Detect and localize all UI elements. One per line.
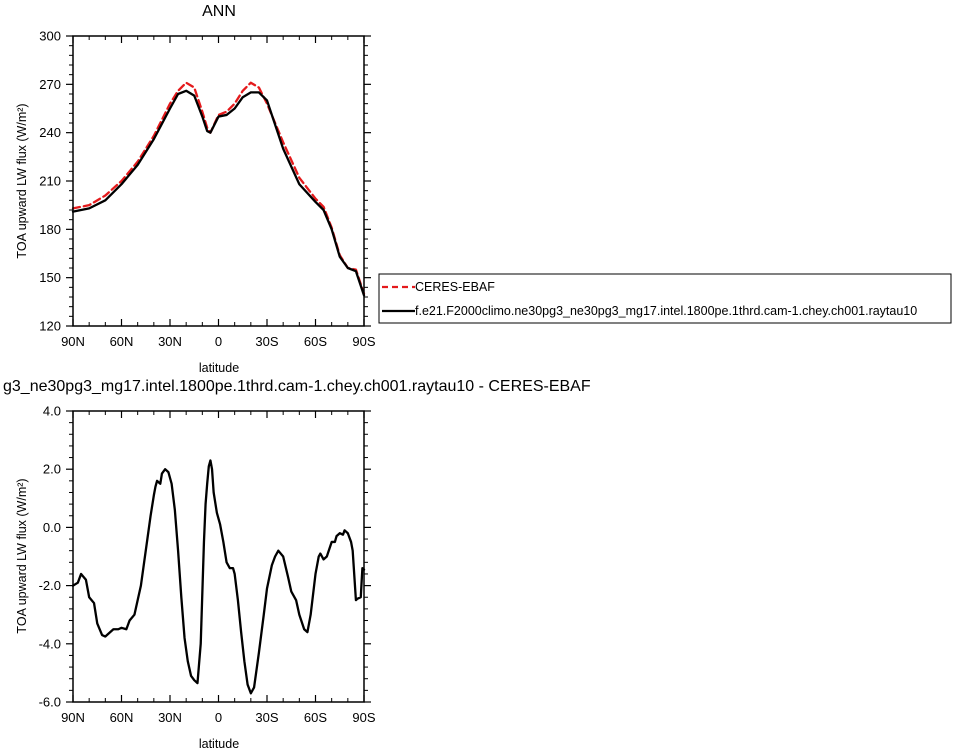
top-panel-y-tick-label: 300 bbox=[39, 29, 61, 44]
top-panel-series-line-1 bbox=[71, 89, 366, 297]
bottom-panel-y-tick-label: -6.0 bbox=[39, 695, 61, 710]
top-panel-x-tick-label: 90N bbox=[61, 334, 85, 349]
top-panel-y-tick-label: 180 bbox=[39, 222, 61, 237]
bottom-panel-x-tick-label: 90S bbox=[352, 710, 375, 725]
legend-label-ceres: CERES-EBAF bbox=[415, 280, 495, 294]
bottom-panel: g3_ne30pg3_mg17.intel.1800pe.1thrd.cam-1… bbox=[3, 378, 591, 751]
legend-box bbox=[378, 273, 952, 324]
bottom-panel-y-tick-label: -4.0 bbox=[39, 636, 61, 651]
bottom-panel-title: g3_ne30pg3_mg17.intel.1800pe.1thrd.cam-1… bbox=[3, 378, 591, 395]
top-panel: ANN TOA upward LW flux (W/m²) latitude 9… bbox=[15, 3, 376, 375]
bottom-panel-y-tick-label: 4.0 bbox=[43, 404, 61, 419]
top-panel-frame bbox=[72, 35, 365, 327]
top-panel-ticks: 90N 60N 30N 0 30S 60S 90S 120 150 180 210 240 270 300 bbox=[39, 29, 376, 350]
top-panel-x-tick-label: 30N bbox=[158, 334, 182, 349]
bottom-panel-frame bbox=[72, 410, 365, 703]
top-panel-x-tick-label: 60S bbox=[304, 334, 327, 349]
top-panel-x-tick-label: 0 bbox=[215, 334, 222, 349]
bottom-panel-x-tick-label: 60N bbox=[110, 710, 134, 725]
bottom-panel-series bbox=[71, 459, 366, 695]
top-panel-title: ANN bbox=[202, 3, 236, 20]
top-panel-series bbox=[71, 81, 366, 297]
top-panel-y-tick-label: 150 bbox=[39, 270, 61, 285]
top-panel-x-tick-label: 30S bbox=[255, 334, 278, 349]
bottom-panel-x-tick-label: 60S bbox=[304, 710, 327, 725]
bottom-panel-y-tick-label: 0.0 bbox=[43, 520, 61, 535]
bottom-panel-y-tick-label: 2.0 bbox=[43, 462, 61, 477]
bottom-panel-series-line-0 bbox=[71, 459, 366, 695]
top-panel-y-axis-label: TOA upward LW flux (W/m²) bbox=[15, 103, 29, 258]
top-panel-x-tick-label: 60N bbox=[110, 334, 134, 349]
legend-label-model: f.e21.F2000climo.ne30pg3_ne30pg3_mg17.in… bbox=[415, 304, 917, 318]
top-panel-y-tick-label: 120 bbox=[39, 319, 61, 334]
bottom-panel-x-axis-label: latitude bbox=[199, 737, 239, 751]
legend: CERES-EBAF f.e21.F2000climo.ne30pg3_ne30… bbox=[378, 273, 952, 324]
bottom-panel-y-axis-label: TOA upward LW flux (W/m²) bbox=[15, 478, 29, 633]
bottom-panel-x-tick-label: 90N bbox=[61, 710, 85, 725]
top-panel-x-tick-label: 90S bbox=[352, 334, 375, 349]
top-panel-y-tick-label: 270 bbox=[39, 77, 61, 92]
bottom-panel-x-tick-label: 30N bbox=[158, 710, 182, 725]
bottom-panel-x-tick-label: 0 bbox=[215, 710, 222, 725]
top-panel-y-tick-label: 240 bbox=[39, 125, 61, 140]
top-panel-x-axis-label: latitude bbox=[199, 361, 239, 375]
top-panel-y-tick-label: 210 bbox=[39, 174, 61, 189]
bottom-panel-ticks: 90N 60N 30N 0 30S 60S 90S -6.0 -4.0 -2.0 0.0 2.0 4.0 bbox=[39, 404, 376, 726]
bottom-panel-x-tick-label: 30S bbox=[255, 710, 278, 725]
bottom-panel-y-tick-label: -2.0 bbox=[39, 578, 61, 593]
